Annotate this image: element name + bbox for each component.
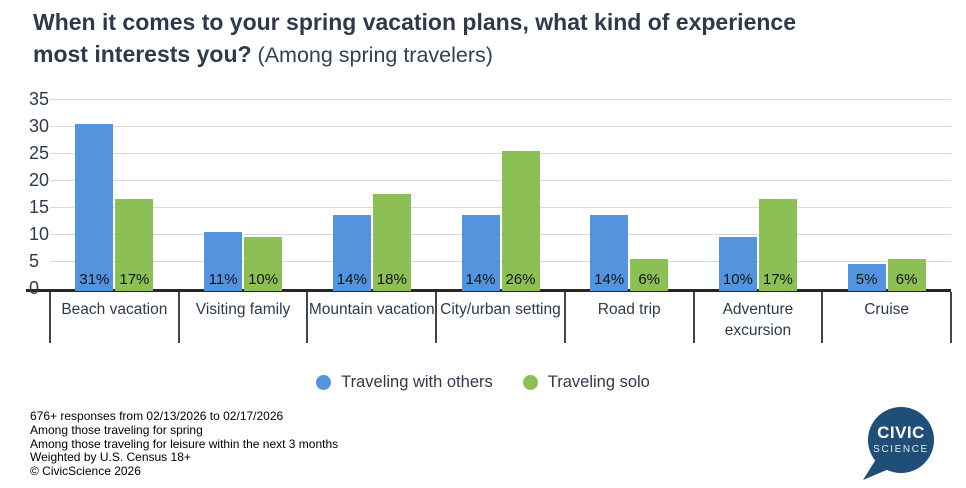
bar-value-label: 31% (79, 271, 110, 288)
bar-value-label: 26% (505, 271, 536, 288)
gridline-30 (50, 126, 951, 127)
legend-swatch-icon (522, 374, 538, 390)
bar-solo-adventure-excursion (758, 199, 797, 291)
category-separator (435, 292, 438, 343)
y-axis-tick-label: 10 (29, 224, 50, 244)
bar-solo-cruise (887, 258, 926, 291)
bar-with-others-visiting-family (204, 231, 243, 291)
legend: Traveling with others Traveling solo (0, 368, 966, 396)
chart-subtitle: (Among spring travelers) (257, 43, 493, 67)
gridline-35 (50, 99, 951, 100)
bar-value-label: 6% (895, 271, 918, 288)
bar-solo-road-trip (630, 258, 669, 291)
y-axis-tick-label: 30 (29, 116, 50, 136)
x-axis-category-label: Road trip (597, 301, 661, 318)
y-axis-tick-label: 15 (29, 197, 50, 217)
civicscience-logo: CIVIC SCIENCE (863, 407, 934, 480)
bar-with-others-adventure-excursion (718, 237, 757, 291)
plot-area: 0 5 10 15 20 25 30 35 Beach vacation Visiting fam… (26, 89, 952, 343)
gridline-5 (50, 261, 951, 262)
gridline-20 (50, 180, 951, 181)
legend-item: Traveling solo (522, 372, 650, 392)
title-line-1-text: When it comes to your spring vacation pl… (33, 9, 796, 35)
bar-value-label: 17% (119, 271, 150, 288)
legend-label: Traveling with others (341, 372, 493, 391)
x-axis-category-label: Cruise (864, 301, 910, 318)
gridline-25 (50, 153, 951, 154)
category-separator (177, 292, 180, 343)
title-line-1: When it comes to your spring vacation pl… (33, 6, 948, 38)
bar-value-label: 10% (248, 271, 279, 288)
category-separator (563, 292, 566, 343)
bar-solo-city-urban-setting (501, 150, 540, 291)
category-separator (821, 292, 824, 343)
gridline-10 (50, 234, 951, 235)
footer-line: Weighted by U.S. Census 18+ (30, 450, 191, 465)
footer-line: Among those traveling for leisure within… (30, 436, 339, 451)
y-axis-tick-label: 0 (29, 278, 40, 298)
bar-value-label: 14% (594, 271, 625, 288)
bar-value-label: 5% (855, 271, 878, 288)
y-axis-tick-label: 5 (29, 251, 40, 271)
bar-value-label: 18% (376, 271, 407, 288)
bar-solo-beach-vacation (115, 199, 154, 291)
legend-item: Traveling with others (316, 373, 493, 392)
footer-line: © CivicScience 2026 (30, 464, 141, 479)
y-axis-tick-label: 25 (29, 143, 50, 163)
bar-solo-visiting-family (244, 237, 283, 291)
x-axis-category-label: Mountain vacation (308, 301, 435, 318)
category-separator (49, 292, 51, 343)
bar-with-others-beach-vacation (75, 123, 114, 291)
y-axis-tick-label: 20 (29, 170, 50, 190)
legend-label: Traveling solo (547, 372, 650, 391)
bar-with-others-mountain-vacation (332, 215, 371, 291)
x-axis-category-label: City/urban setting (440, 301, 561, 318)
bar-value-label: 11% (208, 271, 238, 288)
bar-solo-mountain-vacation (372, 193, 411, 291)
footer-line: 676+ responses from 02/13/2026 to 02/17/… (30, 409, 284, 423)
logo-bubble-circle (868, 407, 934, 473)
footer-line: Among those traveling for spring (30, 422, 203, 437)
bar-value-label: 14% (336, 271, 367, 288)
category-separator (950, 292, 952, 343)
logo-text-top: CIVIC (877, 423, 925, 442)
gridline-15 (50, 207, 951, 208)
bar-with-others-road-trip (590, 215, 629, 291)
y-axis-tick-label: 35 (29, 89, 50, 109)
x-axis-category-label: Adventure excursion (722, 301, 794, 339)
title-line-2: most interests you? (Among spring travele… (33, 38, 948, 71)
bar-value-label: 10% (722, 271, 753, 288)
logo-text-bottom: SCIENCE (873, 444, 929, 455)
category-separator (306, 292, 309, 343)
bar-value-label: 6% (638, 271, 661, 288)
chart-title: When it comes to your spring vacation pl… (33, 6, 948, 71)
footer-notes: 676+ responses from 02/13/2026 to 02/17/… (30, 409, 339, 479)
bar-with-others-cruise (847, 264, 886, 291)
category-separator (692, 292, 695, 343)
title-line-2-text: most interests you? (33, 41, 252, 67)
x-axis-category-label: Visiting family (195, 301, 291, 318)
legend-swatch-icon (316, 374, 332, 390)
bar-with-others-city-urban-setting (461, 215, 500, 291)
bar-value-label: 17% (762, 271, 793, 288)
bar-value-label: 14% (465, 271, 496, 288)
x-axis-category-label: Beach vacation (61, 301, 168, 318)
